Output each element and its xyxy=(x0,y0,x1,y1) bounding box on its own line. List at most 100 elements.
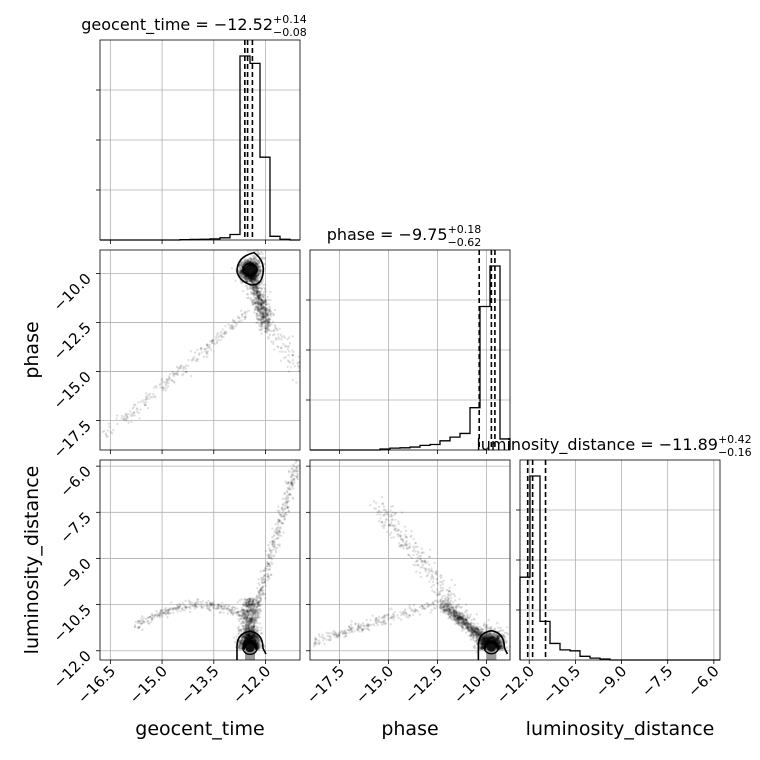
sample-point xyxy=(248,600,251,604)
sample-point xyxy=(238,610,242,613)
sample-point xyxy=(162,386,166,390)
sample-point xyxy=(135,408,139,411)
sample-point xyxy=(227,607,230,610)
sample-point xyxy=(248,633,251,636)
sample-point xyxy=(249,276,252,279)
sample-point xyxy=(249,277,253,280)
sample-point xyxy=(142,616,145,620)
sample-point xyxy=(257,643,261,647)
sample-point xyxy=(205,601,209,605)
sample-point xyxy=(260,632,263,635)
sample-point xyxy=(240,271,244,274)
sample-point xyxy=(108,425,111,429)
sample-point xyxy=(189,350,193,353)
sample-point xyxy=(170,379,174,382)
sample-point xyxy=(255,317,259,321)
sample-point xyxy=(250,277,253,281)
sample-point xyxy=(255,275,258,278)
sample-point xyxy=(273,308,277,312)
sample-point xyxy=(289,366,293,369)
sample-point xyxy=(194,359,197,362)
axes-frame xyxy=(519,459,721,661)
sample-point xyxy=(134,403,137,407)
sample-point xyxy=(263,262,267,266)
sample-point xyxy=(115,414,119,417)
sample-point xyxy=(262,295,265,299)
sample-point xyxy=(222,336,225,339)
x-tick-label: −6.0 xyxy=(684,662,722,700)
x-tick-label: −12.0 xyxy=(493,662,538,707)
sample-point xyxy=(236,600,239,604)
sample-point xyxy=(240,639,243,642)
sample-point xyxy=(239,267,242,270)
sample-point xyxy=(239,267,242,271)
sample-point xyxy=(255,276,258,279)
panel-title-minus: −0.08 xyxy=(273,26,307,39)
sample-point xyxy=(173,381,176,384)
sample-point xyxy=(140,400,143,403)
sample-point xyxy=(233,608,236,612)
sample-point xyxy=(270,340,273,343)
sample-point xyxy=(193,603,197,606)
sample-point xyxy=(278,350,282,353)
sample-point xyxy=(283,336,287,340)
sample-point xyxy=(254,276,257,280)
x-tick-label: −10.5 xyxy=(539,662,584,707)
sample-point xyxy=(251,291,254,295)
sample-point xyxy=(258,286,261,289)
sample-point xyxy=(286,365,289,369)
sample-point xyxy=(244,315,247,318)
sample-point xyxy=(197,600,200,604)
sample-point xyxy=(125,414,129,418)
sample-point xyxy=(131,414,135,417)
sample-point xyxy=(129,413,132,416)
sample-point xyxy=(245,275,248,278)
sample-point xyxy=(254,274,257,278)
sample-point xyxy=(297,355,300,358)
sample-point xyxy=(257,276,260,279)
sample-point xyxy=(247,260,251,263)
sample-point xyxy=(264,309,268,312)
y-tick-label: −12.5 xyxy=(50,319,95,364)
sample-point xyxy=(221,328,224,331)
sample-point xyxy=(287,350,291,353)
sample-point xyxy=(239,270,242,273)
sample-point xyxy=(177,367,180,370)
sample-point xyxy=(166,616,169,619)
sample-point xyxy=(269,290,272,294)
sample-point xyxy=(238,643,241,647)
sample-point xyxy=(258,304,262,308)
axes-frame xyxy=(99,39,301,241)
sample-point xyxy=(190,604,193,607)
sample-point xyxy=(196,357,200,361)
sample-point xyxy=(178,605,182,608)
histogram-geocent_time xyxy=(100,55,300,241)
sample-point xyxy=(229,325,233,328)
sample-point xyxy=(150,620,153,624)
sample-point xyxy=(240,598,243,601)
sample-point xyxy=(245,623,248,626)
sample-point xyxy=(280,346,283,349)
sample-point xyxy=(183,365,186,369)
sample-point xyxy=(254,262,257,265)
sample-point xyxy=(246,277,249,280)
sample-point xyxy=(276,329,279,332)
sample-point xyxy=(263,257,266,261)
sample-point xyxy=(248,256,251,260)
sample-point xyxy=(254,262,258,266)
sample-point xyxy=(222,611,225,614)
sample-point xyxy=(262,283,265,286)
sample-point xyxy=(165,378,169,382)
sample-point xyxy=(213,604,216,607)
sample-point xyxy=(247,606,251,610)
sample-point xyxy=(260,323,264,326)
sample-point xyxy=(281,342,285,346)
sample-point xyxy=(242,262,245,265)
sample-point xyxy=(200,605,203,609)
sample-point xyxy=(244,628,248,631)
sample-point xyxy=(106,429,110,432)
sample-point xyxy=(207,599,210,603)
sample-point xyxy=(231,606,234,609)
sample-point xyxy=(260,250,263,254)
